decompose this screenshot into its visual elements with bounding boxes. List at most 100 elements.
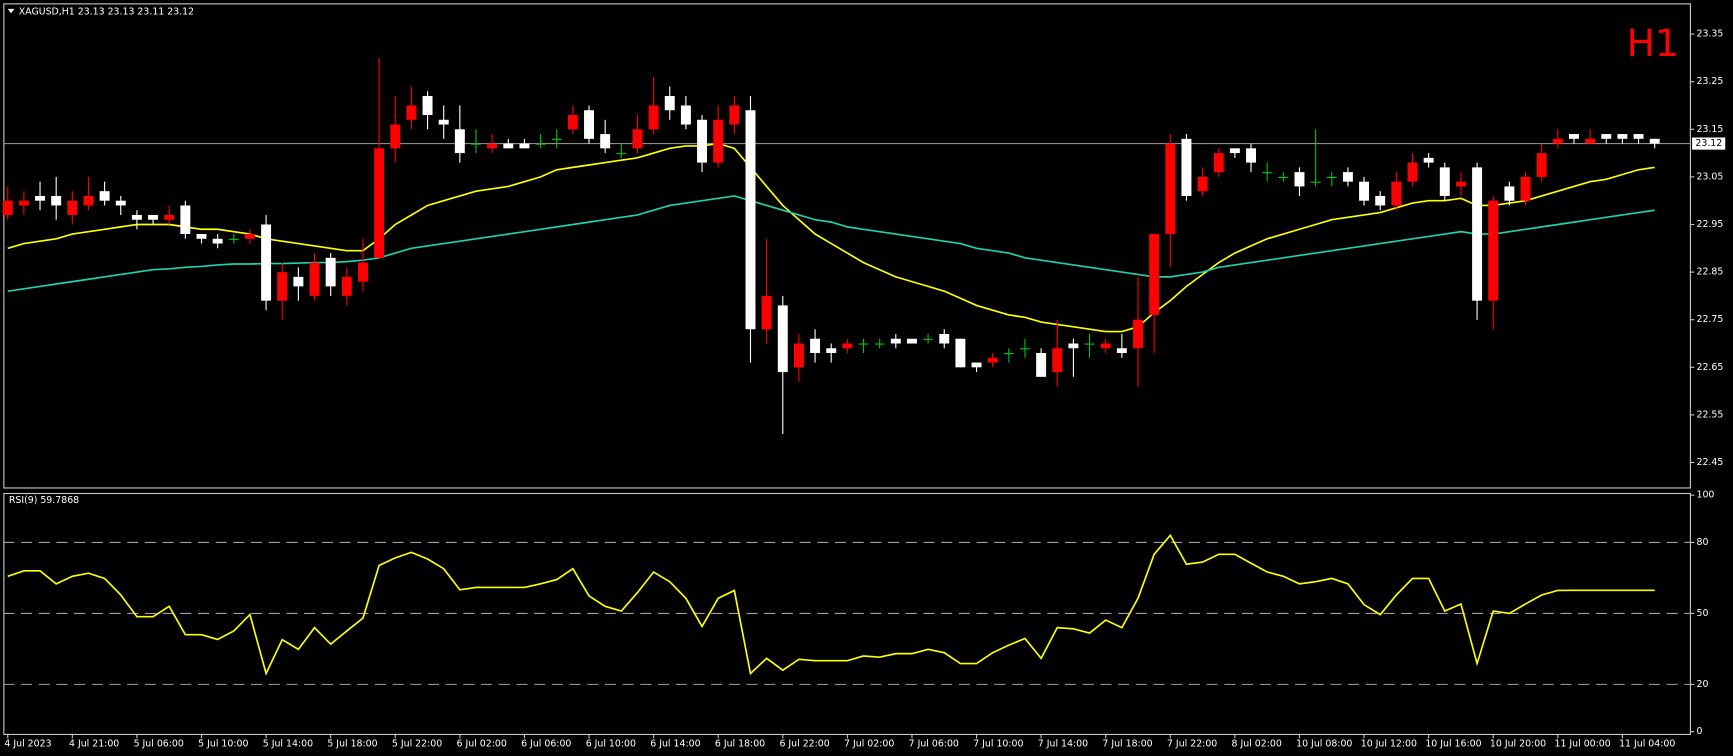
candle-body (906, 338, 917, 344)
y-tick-label: 22.75 (1697, 314, 1724, 325)
candle-body (1116, 348, 1127, 354)
candle-body (293, 276, 304, 287)
moving-average (7, 142, 1655, 333)
y-tick-label: 80 (1697, 537, 1709, 548)
main-panel-frame (3, 3, 1691, 489)
candle-body (1326, 176, 1337, 179)
candle-body (1455, 181, 1466, 187)
rsi-header: RSI(9) 59.7868 (9, 495, 79, 506)
y-tick-label: 22.95 (1697, 219, 1724, 230)
candle-body (180, 205, 191, 235)
candle-body (67, 200, 78, 215)
current-price-box (1692, 137, 1726, 150)
candle-body (1229, 148, 1240, 154)
candle-body (148, 214, 159, 220)
candle-body (438, 119, 449, 125)
candle-body (244, 234, 255, 239)
candle-body (51, 195, 62, 206)
candle-body (325, 257, 336, 287)
candle-body (1633, 134, 1644, 139)
symbol-header: XAGUSD,H1 23.13 23.13 23.11 23.12 (19, 7, 194, 18)
candle-body (551, 138, 562, 140)
candle-body (1181, 138, 1192, 196)
candle-body (858, 343, 869, 345)
candle-body (1472, 167, 1483, 301)
candle-body (115, 200, 126, 206)
candle-body (99, 191, 110, 201)
candle-body (1375, 195, 1386, 206)
x-tick-label: 11 Jul 00:00 (1555, 738, 1611, 749)
candle-body (1536, 153, 1547, 177)
candle-body (2, 200, 13, 215)
candle-body (680, 105, 691, 125)
x-tick-label: 11 Jul 04:00 (1619, 738, 1675, 749)
candle-body (1036, 353, 1047, 377)
candle-body (1149, 234, 1160, 315)
candle-body (1439, 167, 1450, 196)
menu-arrow[interactable] (7, 8, 15, 14)
candle-body (939, 333, 950, 344)
x-tick-label: 5 Jul 22:00 (392, 738, 442, 749)
x-tick-label: 6 Jul 02:00 (457, 738, 507, 749)
y-tick-label: 0 (1697, 726, 1703, 737)
candle-body (83, 195, 94, 206)
candle-body (1052, 348, 1063, 373)
x-tick-label: 8 Jul 02:00 (1232, 738, 1282, 749)
candle-body (1084, 343, 1095, 345)
y-tick-label: 23.35 (1697, 29, 1724, 40)
candle-body (777, 305, 788, 373)
x-tick-label: 6 Jul 22:00 (779, 738, 829, 749)
candle-body (261, 224, 272, 301)
x-tick-label: 6 Jul 18:00 (715, 738, 765, 749)
y-tick-label: 22.65 (1697, 362, 1724, 373)
candle-body (1585, 138, 1596, 144)
candle-body (793, 343, 804, 368)
candle-body (729, 105, 740, 125)
timeframe-watermark: H1 (1627, 21, 1679, 65)
candle-body (971, 362, 982, 368)
x-tick-label: 4 Jul 21:00 (69, 738, 119, 749)
candle-body (761, 295, 772, 330)
candle-body (309, 262, 320, 296)
x-tick-label: 6 Jul 10:00 (586, 738, 636, 749)
y-tick-label: 100 (1697, 490, 1715, 501)
candle-body (1068, 343, 1079, 349)
candle-body (18, 200, 29, 206)
candle-body (228, 238, 239, 240)
candle-body (1520, 176, 1531, 201)
candle-body (1310, 181, 1321, 183)
candle-body (697, 119, 708, 163)
candle-body (535, 143, 546, 145)
y-tick-label: 50 (1697, 608, 1709, 619)
x-tick-label: 6 Jul 14:00 (650, 738, 700, 749)
candle-body (826, 348, 837, 354)
candle-body (519, 143, 530, 149)
x-tick-label: 7 Jul 18:00 (1102, 738, 1152, 749)
x-tick-label: 10 Jul 16:00 (1425, 738, 1481, 749)
x-tick-label: 7 Jul 22:00 (1167, 738, 1217, 749)
candle-body (600, 134, 611, 149)
x-tick-label: 5 Jul 18:00 (327, 738, 377, 749)
candle-body (164, 214, 175, 220)
candle-body (1213, 153, 1224, 173)
candle-body (1262, 172, 1273, 174)
candle-body (1601, 134, 1612, 139)
candle-body (374, 148, 385, 258)
y-tick-label: 22.85 (1697, 267, 1724, 278)
candle-body (1407, 162, 1418, 182)
y-tick-label: 20 (1697, 679, 1709, 690)
candle-body (1359, 181, 1370, 201)
candle-body (406, 105, 417, 120)
candle-body (196, 234, 207, 239)
candle-body (1165, 143, 1176, 235)
candle-body (1568, 134, 1579, 139)
candle-body (584, 110, 594, 139)
candle-body (842, 343, 853, 349)
x-tick-label: 5 Jul 14:00 (263, 738, 313, 749)
candle-body (632, 129, 643, 149)
candle-body (890, 338, 901, 344)
x-tick-label: 5 Jul 10:00 (198, 738, 248, 749)
x-tick-label: 10 Jul 12:00 (1361, 738, 1417, 749)
candle-body (212, 238, 223, 244)
